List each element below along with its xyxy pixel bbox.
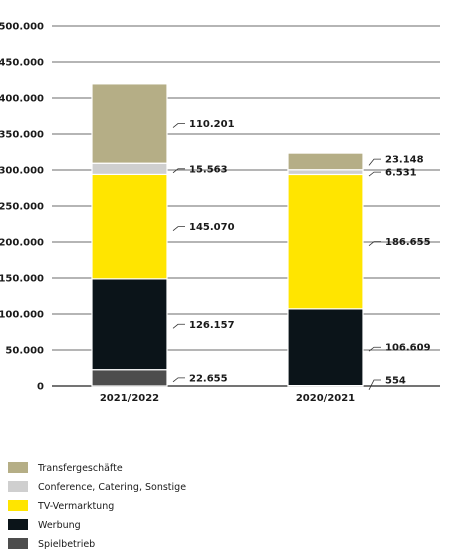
data-labels: 22.655 126.157 145.070 15.563 110.201 554 106.… bbox=[172, 119, 431, 390]
y-tick-label: 50.000 bbox=[5, 346, 44, 357]
y-tick-label: 0 bbox=[37, 382, 44, 393]
data-label: 6.531 bbox=[385, 168, 417, 179]
bar-segment bbox=[91, 173, 168, 280]
data-label: 186.655 bbox=[385, 237, 431, 248]
y-tick-label: 400.000 bbox=[0, 94, 44, 105]
x-category-label: 2020/2021 bbox=[296, 393, 355, 404]
legend: Transfergeschäfte Conference, Catering, S… bbox=[8, 462, 186, 549]
legend-label: Transfergeschäfte bbox=[37, 463, 123, 474]
legend-swatch bbox=[8, 481, 28, 492]
data-label: 145.070 bbox=[189, 222, 235, 233]
legend-label: TV-Vermarktung bbox=[37, 501, 114, 512]
data-label: 22.655 bbox=[189, 373, 228, 384]
data-label-leader bbox=[368, 158, 381, 166]
y-tick-label: 100.000 bbox=[0, 310, 44, 321]
data-label-leader bbox=[172, 226, 185, 231]
data-label: 126.157 bbox=[189, 320, 235, 331]
legend-label: Werbung bbox=[38, 520, 81, 531]
bar-segment bbox=[287, 169, 364, 176]
data-label-leader bbox=[368, 171, 381, 177]
y-tick-label: 200.000 bbox=[0, 238, 44, 249]
y-tick-label: 150.000 bbox=[0, 274, 44, 285]
data-label-leader bbox=[172, 168, 185, 174]
y-axis-tick-labels: 0 50.000 100.000 150.000 200.000 250.000 300.0… bbox=[0, 22, 44, 393]
legend-swatch bbox=[8, 519, 28, 530]
y-tick-label: 250.000 bbox=[0, 202, 44, 213]
bar-segment bbox=[287, 308, 364, 387]
data-label: 106.609 bbox=[385, 343, 431, 354]
y-tick-label: 300.000 bbox=[0, 166, 44, 177]
data-label: 554 bbox=[385, 376, 406, 387]
data-label: 110.201 bbox=[189, 119, 235, 130]
bar-segment bbox=[91, 278, 168, 371]
data-label-leader bbox=[368, 379, 381, 390]
bar-segment bbox=[91, 369, 168, 387]
legend-swatch bbox=[8, 538, 28, 549]
bar-segment bbox=[91, 83, 168, 164]
data-label-leader bbox=[368, 241, 381, 246]
data-label: 23.148 bbox=[385, 155, 424, 166]
bar-segment bbox=[287, 173, 364, 310]
bars bbox=[91, 83, 364, 387]
data-label-leader bbox=[172, 377, 185, 383]
bar-segment bbox=[91, 162, 168, 176]
legend-label: Conference, Catering, Sonstige bbox=[38, 482, 186, 493]
x-axis-category-labels: 2021/2022 2020/2021 bbox=[100, 393, 355, 404]
data-label-leader bbox=[172, 123, 185, 128]
y-tick-label: 500.000 bbox=[0, 22, 44, 33]
legend-label: Spielbetrieb bbox=[38, 539, 95, 549]
y-tick-label: 350.000 bbox=[0, 130, 44, 141]
x-category-label: 2021/2022 bbox=[100, 393, 159, 404]
data-label: 15.563 bbox=[189, 164, 228, 175]
data-label-leader bbox=[368, 346, 381, 352]
legend-swatch bbox=[8, 462, 28, 473]
bar-segment bbox=[287, 152, 364, 171]
y-tick-label: 450.000 bbox=[0, 58, 44, 69]
legend-swatch bbox=[8, 500, 28, 511]
data-label-leader bbox=[172, 323, 185, 329]
